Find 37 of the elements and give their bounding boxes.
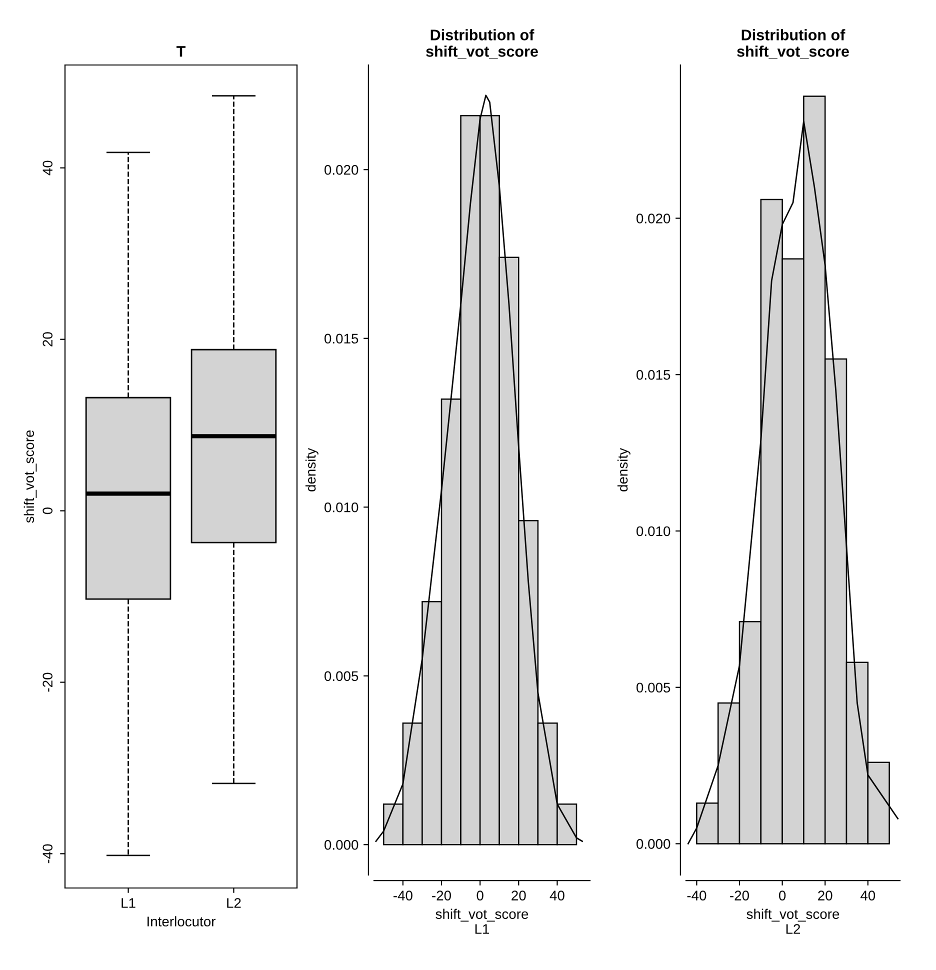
y-tick-label: -40 [42, 844, 53, 864]
x-tick-label: -40 [394, 890, 412, 900]
x-tick-label: L1 [122, 898, 136, 908]
x-tick-label: 40 [550, 890, 564, 900]
x-axis-title: shift_vot_score L2 [746, 908, 840, 934]
y-tick-label: 0 [42, 507, 53, 514]
y-tick-label: 40 [42, 160, 53, 176]
x-tick-label: 20 [818, 890, 832, 900]
y-tick-label: 0.010 [636, 526, 670, 536]
chart-title: Distribution of shift_vot_score [426, 29, 538, 59]
x-axis-title: shift_vot_score L1 [436, 908, 528, 934]
y-tick-label: 0.015 [324, 334, 358, 344]
y-tick-label: 0.015 [636, 370, 670, 380]
y-axis-title: shift_vot_score [24, 430, 37, 523]
y-tick-label: 0.005 [636, 682, 670, 693]
y-tick-label: -20 [42, 672, 53, 692]
x-tick-label: L2 [227, 898, 241, 908]
y-tick-label: 0.020 [324, 164, 358, 175]
y-tick-label: 20 [42, 332, 53, 346]
x-tick-label: -20 [432, 890, 451, 900]
y-tick-label: 0.020 [636, 214, 670, 224]
x-tick-label: 40 [860, 890, 876, 900]
x-tick-label: 0 [778, 890, 786, 900]
y-tick-label: 0.010 [324, 502, 358, 512]
y-tick-label: 0.000 [636, 839, 670, 849]
chart-title: T [176, 46, 186, 57]
chart-title: Distribution of shift_vot_score [737, 29, 849, 59]
x-tick-label: 20 [512, 890, 526, 900]
line-series [375, 94, 583, 842]
y-axis-title: density [617, 448, 630, 492]
y-tick-label: 0.005 [324, 671, 358, 682]
x-tick-label: 0 [476, 890, 484, 900]
x-tick-label: -20 [730, 890, 749, 900]
y-tick-label: 0.000 [324, 840, 358, 850]
y-axis-title: density [305, 448, 318, 492]
x-axis-title: Interlocutor [148, 916, 216, 926]
x-tick-label: -40 [687, 890, 706, 900]
